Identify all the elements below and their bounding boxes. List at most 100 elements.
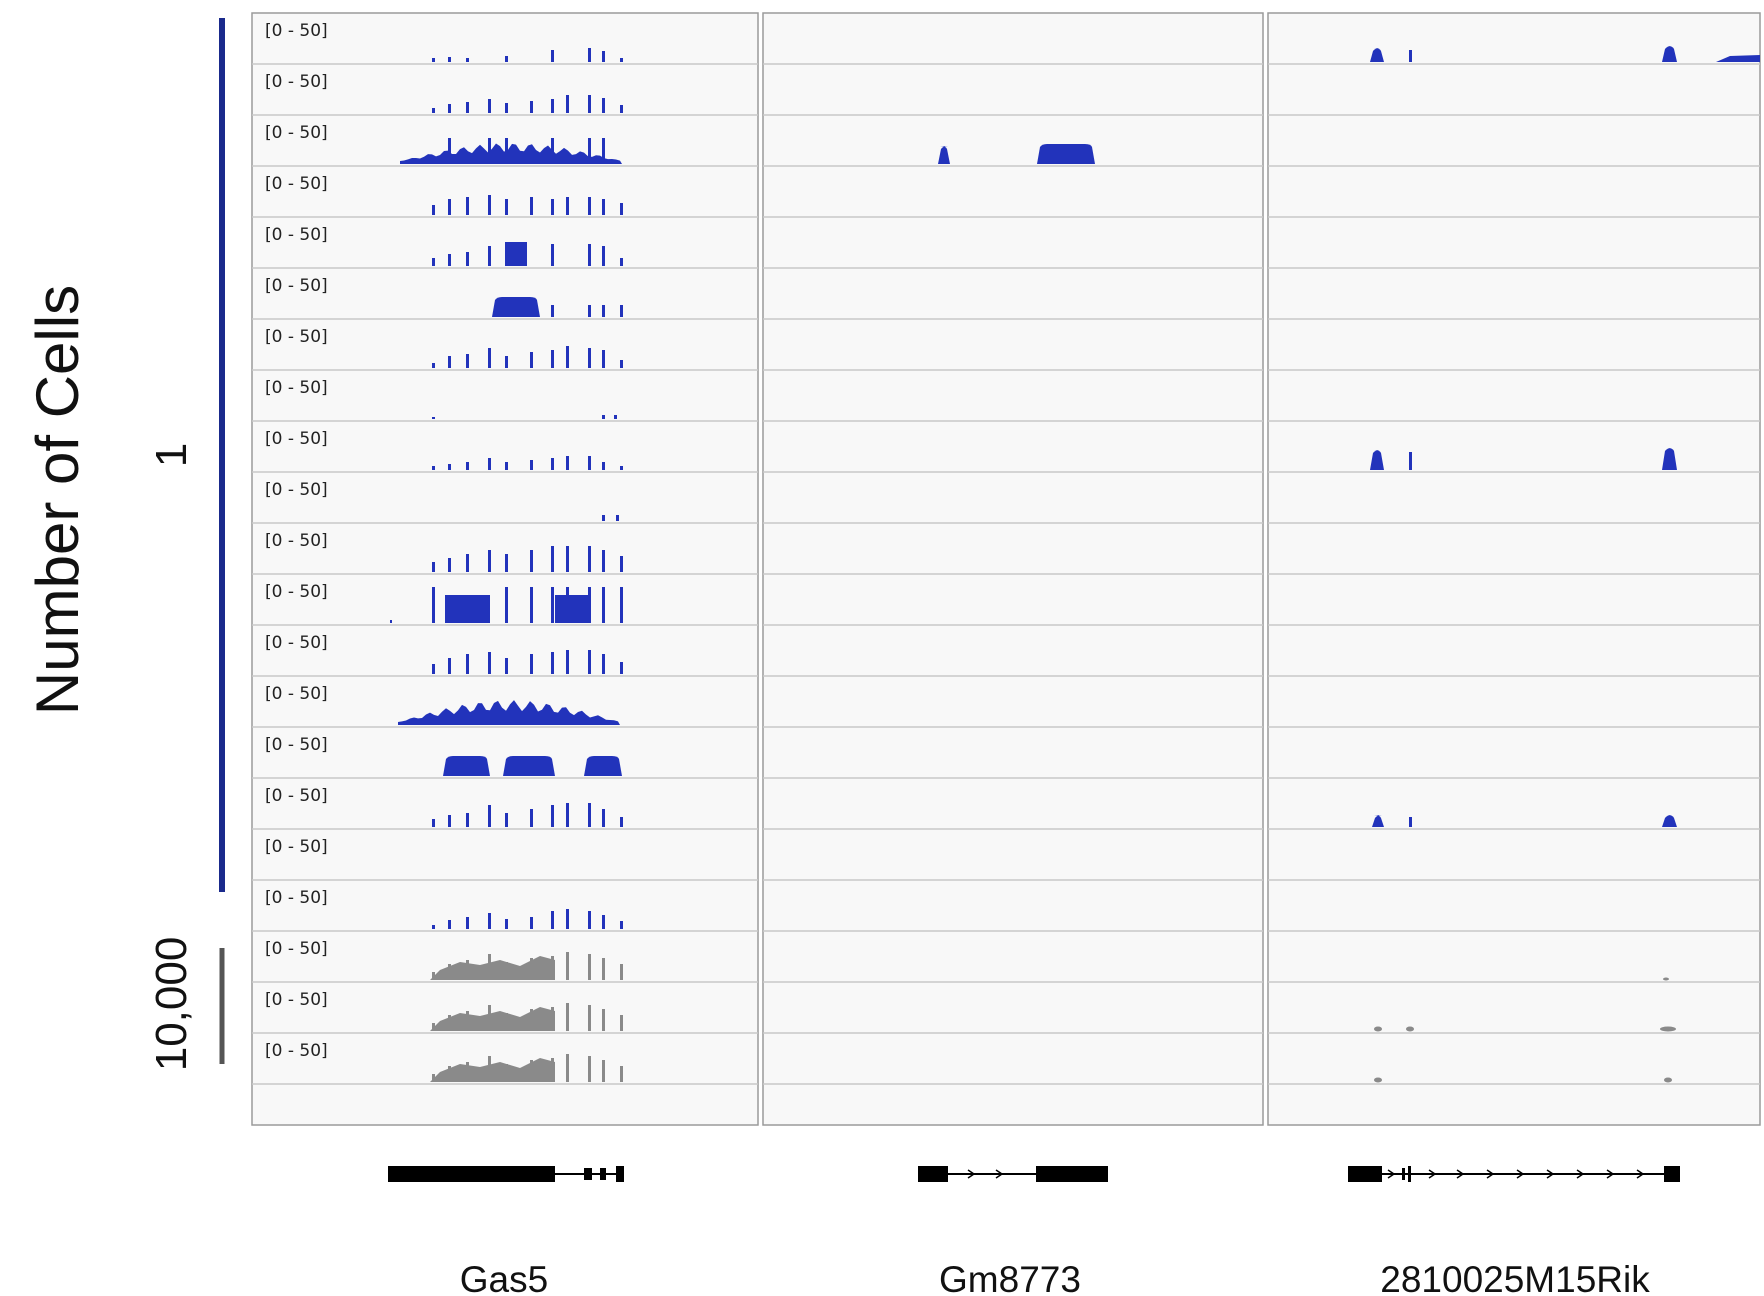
coverage-block bbox=[505, 242, 527, 266]
coverage-spike bbox=[505, 587, 508, 623]
coverage-spike bbox=[588, 48, 591, 62]
coverage-spike bbox=[432, 108, 435, 113]
coverage-spike bbox=[530, 352, 533, 368]
coverage-spike bbox=[588, 911, 591, 929]
coverage-spike bbox=[551, 244, 554, 266]
coverage-spike bbox=[466, 58, 469, 62]
coverage-spike bbox=[466, 1011, 469, 1031]
coverage-spike bbox=[602, 809, 605, 827]
coverage-spike bbox=[488, 1056, 491, 1082]
gene-label: Gas5 bbox=[460, 1259, 548, 1296]
coverage-spike bbox=[466, 960, 469, 980]
coverage-spike bbox=[616, 515, 619, 521]
coverage-spike bbox=[466, 354, 469, 368]
coverage-spike bbox=[1409, 817, 1412, 827]
coverage-spike bbox=[602, 98, 605, 113]
coverage-dot bbox=[1660, 1026, 1676, 1032]
strand-arrow bbox=[1516, 1169, 1525, 1179]
track-range-label: [0 - 50] bbox=[265, 72, 328, 92]
coverage-spike bbox=[620, 105, 623, 113]
coverage-spike bbox=[620, 203, 623, 215]
coverage-spike bbox=[602, 915, 605, 929]
gene-exon bbox=[1664, 1166, 1680, 1182]
coverage-spike bbox=[488, 348, 491, 368]
coverage-spike bbox=[488, 138, 491, 164]
coverage-spike bbox=[448, 356, 451, 368]
single-cell-group-label: 1 bbox=[147, 443, 196, 467]
coverage-spike bbox=[620, 662, 623, 674]
coverage-spike bbox=[602, 1009, 605, 1031]
coverage-spike bbox=[466, 813, 469, 827]
coverage-spike bbox=[466, 654, 469, 674]
coverage-spike bbox=[602, 462, 605, 470]
coverage-spike bbox=[588, 197, 591, 215]
coverage-spike bbox=[448, 1015, 451, 1031]
coverage-spike bbox=[530, 101, 533, 113]
coverage-area bbox=[430, 1007, 555, 1031]
track-range-label: [0 - 50] bbox=[265, 888, 328, 908]
coverage-spike bbox=[432, 466, 435, 470]
coverage-spike bbox=[505, 962, 508, 980]
coverage-spike bbox=[566, 95, 569, 113]
gene-label: Gm8773 bbox=[939, 1259, 1081, 1296]
gene-exon bbox=[600, 1168, 606, 1180]
coverage-spike bbox=[620, 258, 623, 266]
coverage-dot bbox=[1663, 977, 1669, 981]
coverage-spike bbox=[448, 658, 451, 674]
coverage-spike bbox=[448, 199, 451, 215]
track-range-label: [0 - 50] bbox=[265, 225, 328, 245]
track-range-label: [0 - 50] bbox=[265, 837, 328, 857]
coverage-spike bbox=[620, 305, 623, 317]
coverage-spike bbox=[551, 199, 554, 215]
coverage-spike bbox=[602, 350, 605, 368]
track-range-label: [0 - 50] bbox=[265, 378, 328, 398]
coverage-spike bbox=[505, 103, 508, 113]
bulk-group-label: 10,000 bbox=[147, 937, 196, 1072]
track-range-label: [0 - 50] bbox=[265, 276, 328, 296]
coverage-block bbox=[555, 595, 590, 623]
coverage-spike bbox=[588, 650, 591, 674]
coverage-block bbox=[445, 595, 490, 623]
coverage-spike bbox=[505, 462, 508, 470]
coverage-spike bbox=[588, 305, 591, 317]
coverage-spike bbox=[602, 305, 605, 317]
coverage-spike bbox=[588, 95, 591, 113]
coverage-spike bbox=[448, 138, 451, 164]
panel-3 bbox=[1267, 12, 1761, 1126]
coverage-spike bbox=[588, 348, 591, 368]
coverage-spike bbox=[620, 587, 623, 623]
track-range-label: [0 - 50] bbox=[265, 174, 328, 194]
coverage-block bbox=[1037, 144, 1095, 164]
coverage-spike bbox=[620, 1066, 623, 1082]
coverage-area bbox=[430, 1058, 555, 1082]
coverage-spike bbox=[466, 554, 469, 572]
coverage-spike bbox=[620, 921, 623, 929]
coverage-spike bbox=[488, 652, 491, 674]
coverage-spike bbox=[488, 550, 491, 572]
coverage-spike bbox=[448, 558, 451, 572]
gene-exon bbox=[584, 1168, 592, 1180]
coverage-spike bbox=[530, 809, 533, 827]
coverage-spike bbox=[488, 805, 491, 827]
coverage-block bbox=[938, 146, 950, 164]
coverage-spike bbox=[566, 346, 569, 368]
gene-exon bbox=[1402, 1168, 1405, 1180]
coverage-spike bbox=[588, 244, 591, 266]
coverage-area bbox=[400, 143, 622, 164]
coverage-spike bbox=[530, 587, 533, 623]
coverage-spike bbox=[432, 925, 435, 929]
coverage-area bbox=[430, 956, 555, 980]
panel-2 bbox=[762, 12, 1264, 1126]
coverage-spike bbox=[588, 954, 591, 980]
coverage-spike bbox=[551, 1058, 554, 1082]
coverage-spike bbox=[588, 803, 591, 827]
coverage-block bbox=[1662, 448, 1677, 470]
coverage-spike bbox=[602, 246, 605, 266]
gene-names: Gas5 Gm8773 2810025M15Rik bbox=[460, 1259, 1650, 1296]
coverage-spike bbox=[551, 99, 554, 113]
coverage-spike bbox=[432, 417, 435, 419]
coverage-spike bbox=[566, 909, 569, 929]
coverage-spike bbox=[588, 138, 591, 164]
coverage-spike bbox=[488, 913, 491, 929]
coverage-spike bbox=[390, 620, 392, 623]
